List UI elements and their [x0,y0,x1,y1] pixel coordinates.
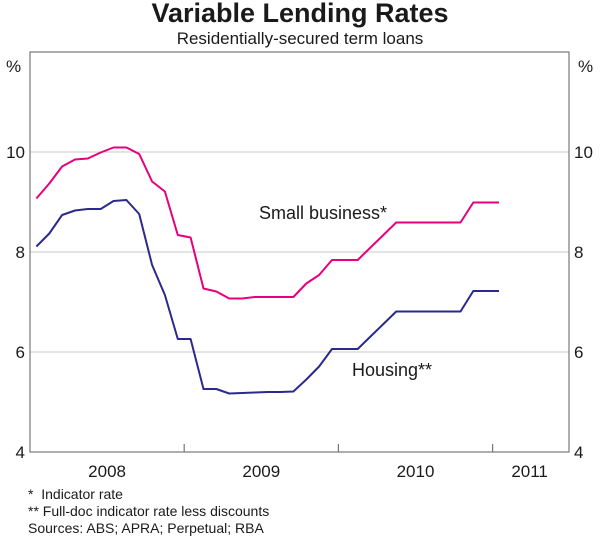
chart-title: Variable Lending Rates [151,0,449,28]
y-tick-label-left: 6 [16,343,25,362]
series-line-small-business [35,146,499,300]
y-unit-left: % [6,57,21,76]
note-indicator-rate: * Indicator rate [28,486,123,502]
series-label-housing: Housing** [352,360,432,380]
plot-frame [29,51,570,453]
y-tick-label-left: 8 [16,243,25,262]
x-tick-label: 2008 [88,462,126,481]
chart-subtitle: Residentially-secured term loans [176,29,424,48]
series-label-small-business: Small business* [259,203,387,223]
y-tick-label-right: 10 [574,143,593,162]
y-tick-label-left: 10 [6,143,25,162]
series-line-housing [35,199,499,395]
note-full-doc: ** Full-doc indicator rate less discount… [28,503,270,519]
y-tick-label-right: 4 [574,443,583,462]
y-tick-label-left: 4 [16,443,25,462]
y-unit-right: % [578,57,593,76]
x-tick-label: 2009 [242,462,280,481]
x-tick-label: 2011 [511,462,548,481]
y-tick-label-right: 8 [574,243,583,262]
note-sources: Sources: ABS; APRA; Perpetual; RBA [28,520,264,536]
x-tick-label: 2010 [397,462,435,481]
y-tick-label-right: 6 [574,343,583,362]
chart-notes: * Indicator rate ** Full-doc indicator r… [28,486,269,537]
